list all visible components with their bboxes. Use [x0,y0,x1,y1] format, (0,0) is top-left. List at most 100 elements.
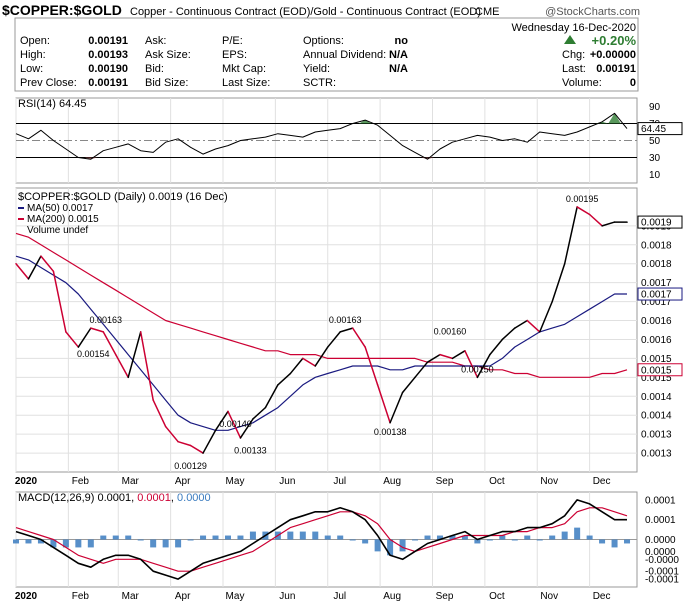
rsi-panel: RSI(14) 64.45907050301064.45 [15,97,683,184]
quote-label: Ask: [145,35,166,47]
macd-histogram-bar [399,539,406,552]
month-label: Feb [72,591,90,602]
macd-histogram-bar [324,535,331,540]
macd-histogram-bar [436,535,443,540]
macd-histogram-bar [599,539,606,544]
price-tick-label: 0.0018 [641,259,672,270]
price-annotation: 0.00195 [566,194,599,204]
price-segment [326,331,341,348]
price-segment [501,327,516,341]
price-tick-label: 0.0013 [641,449,672,460]
macd-histogram-bar [486,539,493,541]
price-segment [52,270,67,333]
quote-value: 0 [630,77,636,89]
quote-label: Bid: [145,63,164,75]
price-tick-label: 0.0017 [641,278,672,289]
price-segment [40,255,55,273]
quote-label: Prev Close: [20,77,77,89]
price-tick-label: 0.0015 [641,354,672,365]
macd-histogram-bar [374,539,381,552]
macd-tick-label: 0.0000 [645,547,676,558]
ma200-last-label-box [637,363,683,377]
price-segment [189,444,204,454]
price-segment [302,357,317,367]
macd-histogram-bar [524,535,531,540]
macd-histogram-bar [112,535,119,540]
month-label: Nov [540,591,558,602]
ma50-last-label: 0.0017 [641,290,672,301]
macd-histogram-bar [224,535,231,540]
quote-label: Last Size: [222,77,270,89]
month-label: 2020 [15,591,38,602]
macd-title-part: , [171,492,177,504]
rsi-tick-label: 30 [649,153,661,164]
macd-histogram-bar [561,531,568,540]
macd-histogram-bar [337,535,344,540]
macd-tick-label: 0.0001 [645,515,676,526]
rsi-last-label-box [637,122,683,136]
price-annotation: 0.00160 [434,326,467,336]
price-segment [351,327,366,348]
month-label: Apr [175,591,191,602]
quote-label: Low: [20,63,43,75]
quote-value: 0.00191 [88,35,128,47]
month-label: Oct [489,476,505,487]
price-segment [563,206,578,265]
macd-histogram-bar [162,539,169,548]
price-segment [389,391,404,424]
price-segment [464,350,479,379]
macd-histogram-bar [237,535,244,540]
price-segment [314,346,329,367]
macd-tick-label: 0.0001 [645,495,676,506]
quote-label: Yield: [303,63,330,75]
up-arrow-icon [564,35,576,44]
macd-tick-label: -0.0001 [645,575,679,586]
macd-histogram-bar [624,539,631,544]
price-tick-label: 0.0015 [641,373,672,384]
price-segment [127,331,142,379]
month-label: Jul [333,591,346,602]
price-segment [289,357,304,375]
price-title: $COPPER:$GOLD (Daily) 0.0019 (16 Dec) [18,191,228,203]
price-segment [526,319,541,333]
month-label: 2020 [15,476,38,487]
price-segment [588,213,603,227]
macd-histogram-bar [287,531,294,540]
volume-legend: Volume undef [27,225,88,236]
price-tick-label: 0.0016 [641,335,672,346]
month-label: Dec [593,476,611,487]
rsi-line [15,112,628,160]
quote-value: +0.00000 [590,49,636,61]
price-segment [426,353,441,363]
quote-date: Wednesday 16-Dec-2020 [511,22,636,34]
quote-value: 0.00190 [88,63,128,75]
quote-label: High: [20,49,46,61]
quote-label: Chg: [562,49,585,61]
macd-histogram-bar [299,531,306,540]
month-label: Aug [383,476,401,487]
macd-histogram-bar [362,539,369,544]
price-segment [514,319,529,329]
quote-label: P/E: [222,35,243,47]
macd-histogram-bar [212,535,219,540]
macd-histogram-bar [100,535,107,540]
quote-label: Mkt Cap: [222,63,266,75]
macd-title-part: 0.0001 [137,492,171,504]
macd-histogram-bar [187,539,194,541]
ma50-legend: MA(50) 0.0017 [27,203,94,214]
price-tick-label: 0.0018 [641,240,672,251]
price-segment [601,221,616,227]
month-label: Sep [436,476,454,487]
price-segment [339,327,354,333]
price-segment [152,399,167,428]
price-segment [576,206,591,216]
month-label: Jun [279,591,295,602]
macd-histogram-bar [412,539,419,541]
macd-histogram-bar [349,539,356,541]
price-segment [90,327,105,333]
price-tick-label: 0.0014 [641,392,672,403]
quote-label: Options: [303,35,344,47]
price-annotation: 0.00154 [77,349,110,359]
month-label: Mar [122,591,140,602]
